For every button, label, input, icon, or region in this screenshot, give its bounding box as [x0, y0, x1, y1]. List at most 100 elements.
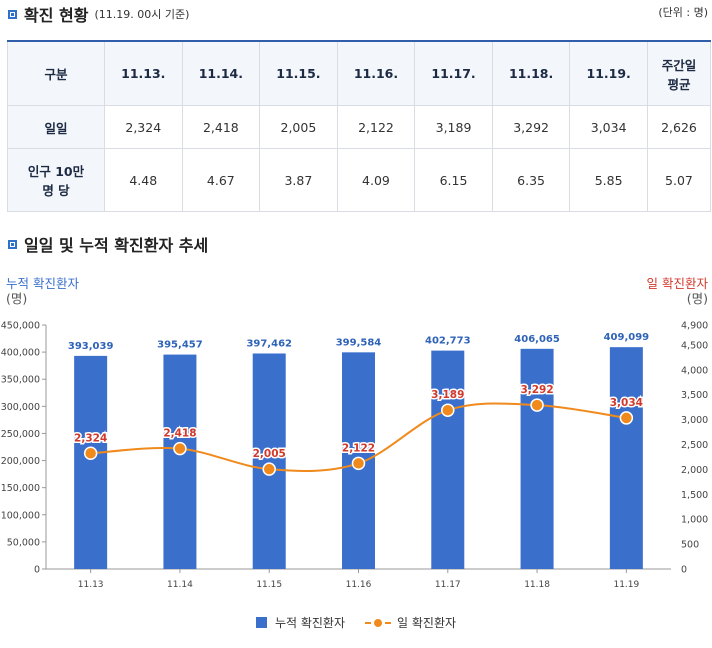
table-cell: 2,122 [336, 105, 416, 149]
table-header-cell: 11.19. [569, 40, 648, 106]
daily-point [262, 462, 276, 476]
daily-data-label: 2,122 [342, 442, 375, 454]
right-tick-label: 1,000 [681, 515, 708, 526]
x-tick-label: 11.15 [256, 580, 282, 590]
table-cell: 2,418 [181, 105, 261, 149]
legend-label-bars: 누적 확진환자 [274, 616, 346, 630]
table-cell: 4.09 [336, 148, 416, 212]
bar-cumulative [520, 348, 554, 569]
daily-data-label: 2,324 [74, 432, 107, 444]
row-label: 일일 [7, 105, 105, 149]
daily-data-label: 3,189 [431, 389, 464, 401]
left-tick-label: 250,000 [1, 429, 40, 440]
bar-data-label: 395,457 [157, 340, 203, 351]
table-body: 일일 2,324 2,418 2,005 2,122 3,189 3,292 3,034 2,6… [7, 105, 712, 212]
bar-data-label: 397,462 [246, 338, 292, 349]
chart-legend: 누적 확진환자 일 확진환자 [0, 614, 712, 631]
table-header-cell: 11.16. [336, 40, 416, 106]
bar-cumulative [431, 350, 465, 569]
table-cell: 3.87 [259, 148, 338, 212]
right-tick-label: 500 [681, 540, 699, 551]
row-label: 인구 10만 명 당 [7, 148, 105, 212]
daily-data-label: 2,005 [253, 448, 286, 460]
section-bullet-icon [8, 9, 17, 19]
right-tick-label: 4,500 [681, 340, 708, 351]
unit-note: (단위 : 명) [658, 6, 708, 19]
x-tick-label: 11.18 [524, 580, 550, 590]
table-cell: 5.07 [646, 148, 712, 212]
table-row: 일일 2,324 2,418 2,005 2,122 3,189 3,292 3,034 2,6… [7, 105, 712, 149]
table-header-cell: 11.13. [104, 40, 183, 106]
left-tick-label: 50,000 [7, 537, 40, 548]
left-tick-label: 0 [34, 565, 40, 576]
legend-item-bars: 누적 확진환자 [255, 614, 346, 631]
bar-data-label: 399,584 [336, 337, 382, 348]
table-cell: 4.67 [181, 148, 261, 212]
table-cell: 5.85 [569, 148, 648, 212]
table-cell: 4.48 [104, 148, 183, 212]
combo-chart: 누적 확진환자(명)일 확진환자(명)050,000100,000150,000… [1, 276, 709, 590]
legend-item-line: 일 확진환자 [365, 614, 456, 631]
table-header-cell: 11.17. [414, 40, 493, 106]
left-tick-label: 300,000 [1, 402, 40, 413]
right-axis-unit: (명) [687, 291, 708, 306]
bar-cumulative [74, 355, 108, 569]
bar-data-label: 409,099 [604, 332, 650, 343]
left-tick-label: 200,000 [1, 456, 40, 467]
daily-point [83, 446, 98, 461]
table-header-cell: 11.18. [491, 40, 571, 106]
section-bullet-icon [8, 239, 17, 249]
daily-point [441, 403, 455, 417]
table-cell: 3,034 [569, 105, 648, 149]
table-header-row: 구분 11.13. 11.14. 11.15. 11.16. 11.17. 11.18. 11… [7, 40, 712, 106]
x-tick-label: 11.16 [346, 580, 372, 590]
daily-data-label: 3,292 [520, 384, 553, 396]
left-tick-label: 150,000 [1, 483, 40, 494]
bar-cumulative [163, 354, 197, 569]
x-tick-label: 11.14 [167, 580, 193, 590]
bar-cumulative [252, 353, 286, 569]
legend-label-line: 일 확진환자 [397, 616, 457, 630]
right-tick-label: 3,500 [681, 390, 708, 401]
table-cell: 2,005 [259, 105, 338, 149]
left-axis-title: 누적 확진환자 [6, 276, 79, 291]
bar-data-label: 402,773 [425, 336, 471, 347]
right-tick-label: 2,500 [681, 440, 708, 451]
table-cell: 3,189 [414, 105, 493, 149]
bar-cumulative [609, 347, 643, 569]
table-cell: 2,324 [104, 105, 183, 149]
stats-table: 구분 11.13. 11.14. 11.15. 11.16. 11.17. 11.18. 11… [7, 40, 712, 212]
bar-data-label: 393,039 [68, 341, 114, 352]
right-tick-label: 0 [681, 565, 687, 576]
section-title: 확진 현황 [24, 6, 89, 25]
table-cell: 6.35 [491, 148, 571, 212]
daily-data-label: 3,034 [610, 397, 643, 409]
table-row: 인구 10만 명 당 4.48 4.67 3.87 4.09 6.15 6.35 5.85 5.0… [7, 148, 712, 212]
chart-section-title: 일일 및 누적 확진환자 추세 [24, 236, 209, 255]
right-tick-label: 4,000 [681, 365, 708, 376]
chart-container: 누적 확진환자 (명) 일 확진환자 (명) 0 50,000 100,000 150,000… [0, 270, 712, 644]
daily-data-label: 2,418 [163, 428, 196, 440]
right-axis-title: 일 확진환자 [647, 276, 709, 291]
legend-line-swatch [365, 617, 392, 629]
legend-bar-swatch [255, 617, 267, 628]
left-tick-label: 350,000 [1, 375, 40, 386]
right-tick-label: 3,000 [681, 415, 708, 426]
table-cell: 2,626 [646, 105, 712, 149]
left-tick-label: 400,000 [1, 348, 40, 359]
right-tick-label: 1,500 [681, 490, 708, 501]
table-header-label: 구분 [7, 40, 105, 106]
left-tick-label: 100,000 [1, 510, 40, 521]
x-tick-label: 11.13 [78, 580, 104, 590]
left-tick-label: 450,000 [1, 321, 40, 332]
x-tick-label: 11.17 [435, 580, 461, 590]
table-header-cell: 주간일 평균 [646, 40, 712, 106]
daily-point [619, 411, 634, 425]
bar-data-label: 406,065 [514, 334, 560, 345]
table-cell: 3,292 [491, 105, 571, 149]
right-tick-label: 4,900 [681, 321, 708, 332]
right-tick-label: 2,000 [681, 465, 708, 476]
status-header: 확진 현황 (11.19. 00시 기준) [8, 2, 189, 26]
table-cell: 6.15 [414, 148, 493, 212]
x-tick-label: 11.19 [613, 580, 639, 590]
